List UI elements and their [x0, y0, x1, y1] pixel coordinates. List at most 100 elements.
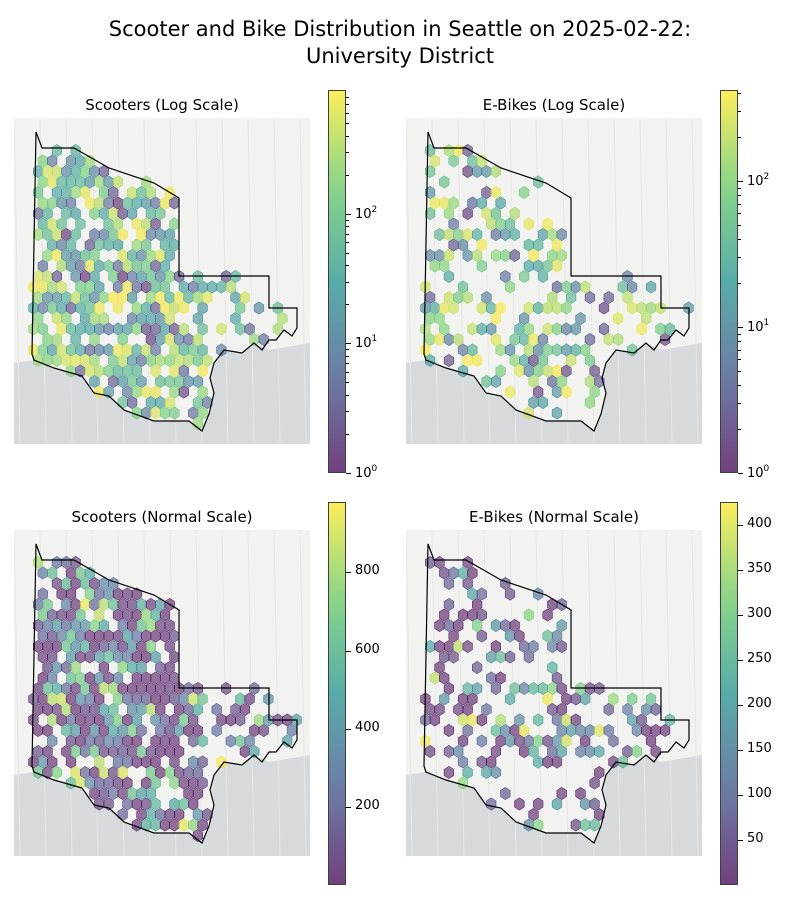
hexbin-cell: [490, 723, 501, 738]
colorbar-tick-mark: [738, 326, 743, 328]
hexbin-cell: [490, 332, 501, 347]
hexbin-cell: [476, 301, 487, 315]
hexbin-cell: [528, 374, 539, 389]
hexbin-cell: [495, 734, 506, 748]
hexbin-cell: [61, 248, 72, 263]
hexbin-cell: [65, 301, 77, 315]
hexbin-cell: [159, 713, 171, 727]
hexbin-cell: [566, 290, 577, 305]
hexbin-cell: [547, 374, 558, 389]
colorbar-minor-tick: [346, 411, 349, 413]
hexbin-cell: [453, 332, 464, 347]
hexbin-cell: [169, 671, 180, 685]
hexbin-cell: [486, 797, 497, 811]
hexbin-cell: [51, 660, 63, 675]
hexbin-cell: [98, 311, 109, 326]
hexbin-cell: [80, 269, 91, 284]
hexbin-cell: [594, 723, 605, 738]
hexbin-cell: [94, 629, 105, 643]
hexbin-cell: [174, 723, 185, 738]
hexbin-cell: [51, 639, 63, 654]
hexbin-cell: [37, 301, 48, 315]
colorbar-minor-tick: [738, 257, 741, 259]
hexbin-cell: [253, 301, 265, 315]
hexbin-cell: [627, 713, 638, 727]
hexbin-cell: [131, 322, 142, 336]
hexbin-cell: [117, 395, 128, 410]
hexbin-cell: [174, 353, 185, 368]
hexbin-cell: [141, 301, 152, 315]
hexbin-cell: [490, 639, 501, 654]
hexbin-cell: [136, 227, 147, 242]
hexbin-cell: [47, 301, 58, 315]
hexbin-cell: [514, 713, 525, 727]
hexbin-cell: [127, 269, 138, 284]
hexbin-cell: [65, 713, 77, 727]
hexbin-cell: [556, 786, 567, 801]
hexbin-cell: [32, 290, 44, 305]
hexbin-cell: [141, 259, 152, 273]
hexbin-cell: [94, 385, 105, 399]
hexbin-cell: [47, 650, 58, 664]
hexbin-cell: [51, 618, 63, 633]
hexbin-cell: [589, 385, 600, 399]
hexbin-cell: [481, 206, 492, 221]
hexbin-cell: [42, 681, 53, 696]
hexbin-cell: [56, 259, 67, 273]
street-line: [299, 530, 307, 856]
hexbin-cell: [575, 723, 586, 738]
hexbin-cell: [556, 723, 567, 738]
hexbin-cell: [457, 776, 469, 790]
hexbin-cell: [47, 692, 58, 706]
hexbin-cell: [70, 702, 81, 717]
hexbin-cell: [127, 290, 138, 305]
hexbin-cell: [108, 206, 119, 221]
hexbin-cell: [551, 301, 563, 315]
hexbin-cell: [490, 227, 501, 242]
hexbin-cell: [235, 692, 246, 706]
hexbin-cell: [159, 608, 171, 622]
hexbin-cell: [117, 269, 128, 284]
hexbin-cell: [504, 734, 516, 748]
hexbin-cell: [42, 723, 53, 738]
hexbin-cell: [542, 259, 553, 273]
hexbin-cell: [155, 290, 166, 305]
hexbin-cell: [70, 269, 81, 284]
street-line: [14, 118, 21, 444]
hexbin-cell: [584, 374, 595, 389]
tick-exponent: 1: [371, 334, 378, 345]
hexbin-cell: [122, 713, 133, 727]
hexbin-cell: [37, 650, 48, 664]
hexbin-cell: [239, 290, 250, 305]
hexbin-cell: [282, 734, 293, 748]
hexbin-cell: [145, 807, 156, 822]
hexbin-cell: [566, 723, 577, 738]
hexbin-cell: [556, 248, 567, 263]
hexbin-cell: [537, 332, 548, 347]
hexbin-cell: [192, 395, 203, 410]
colorbar-tick-label: 200: [747, 695, 772, 711]
hexbin-cell: [178, 343, 189, 357]
hexbin-cell: [472, 353, 483, 368]
street-line: [273, 118, 281, 444]
hexbin-cell: [183, 290, 194, 305]
hexbin-cell: [80, 576, 91, 591]
hexbin-cell: [117, 374, 128, 389]
colorbar-tick-mark: [738, 704, 743, 706]
hexbin-cell: [42, 597, 53, 612]
hexbin-cell: [584, 723, 595, 738]
hexbin-cell: [495, 713, 506, 727]
hexbin-cell: [89, 618, 100, 633]
hexbin-cell: [103, 587, 114, 601]
hexbin-cell: [584, 353, 595, 368]
hexbin-cell: [174, 765, 185, 780]
hexbin-cell: [150, 713, 161, 727]
hexbin-cell: [70, 681, 81, 696]
hexbin-cell: [89, 227, 100, 242]
hexbin-cell: [457, 692, 469, 706]
hexbin-cell: [542, 301, 553, 315]
hexbin-cell: [472, 618, 483, 633]
hexbin-cell: [570, 692, 581, 706]
hexbin-cell: [603, 723, 614, 738]
hexbin-cell: [150, 776, 161, 790]
